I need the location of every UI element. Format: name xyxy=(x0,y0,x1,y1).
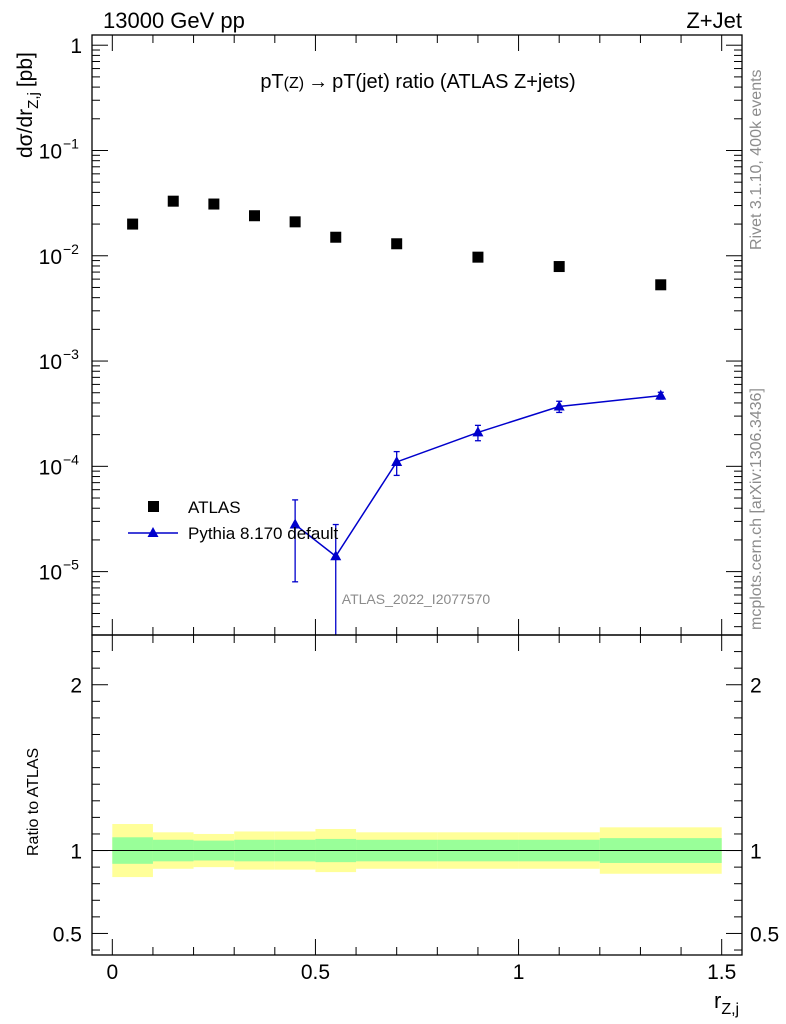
y-tick-exponent: −4 xyxy=(63,451,79,467)
atlas-point xyxy=(289,216,301,228)
atlas-point xyxy=(655,279,667,291)
x-axis-label: rZ,j xyxy=(714,988,739,1018)
y-tick-label: 10 xyxy=(39,456,62,479)
rivet-label: Rivet 3.1.10, 400k events xyxy=(748,69,765,250)
y-tick-exponent: −5 xyxy=(63,557,79,573)
ratio-y-tick-label-right: 0.5 xyxy=(750,923,779,946)
legend: ATLAS Pythia 8.170 default xyxy=(128,498,339,543)
ratio-y-tick-label: 0.5 xyxy=(53,923,82,946)
ratio-y-tick-label: 1 xyxy=(70,841,82,864)
main-ylabel: dσ/drZ,j[pb] xyxy=(14,52,42,158)
atlas-point xyxy=(167,195,179,207)
legend-pythia-marker xyxy=(147,527,159,537)
y-tick-label: 10 xyxy=(39,140,62,163)
legend-atlas-label: ATLAS xyxy=(188,498,241,517)
atlas-point xyxy=(330,231,342,243)
ratio-y-tick-label-right: 2 xyxy=(750,675,762,698)
pythia-line xyxy=(294,394,661,558)
mcplots-label: mcplots.cern.ch [arXiv:1306.3436] xyxy=(748,388,765,630)
y-tick-label: 1 xyxy=(70,35,82,58)
x-tick-label: 0.5 xyxy=(301,961,330,984)
atlas-point xyxy=(208,198,220,210)
x-tick-label: 1.5 xyxy=(707,961,736,984)
ratio-y-tick-label: 2 xyxy=(70,675,82,698)
pythia-point xyxy=(655,389,667,400)
y-tick-exponent: −3 xyxy=(63,346,79,362)
legend-pythia-label: Pythia 8.170 default xyxy=(188,524,339,543)
x-tick-label: 0 xyxy=(106,961,118,984)
atlas-point xyxy=(249,210,260,222)
analysis-watermark: ATLAS_2022_I2077570 xyxy=(342,591,491,607)
atlas-point xyxy=(472,251,484,263)
pythia-point xyxy=(553,400,565,411)
y-tick-label: 10 xyxy=(39,246,62,269)
atlas-point xyxy=(553,261,565,273)
pythia-point xyxy=(472,426,484,437)
ratio-ylabel: Ratio to ATLAS xyxy=(25,748,42,856)
y-tick-label: 10 xyxy=(39,351,62,374)
x-tick-label: 1 xyxy=(513,961,525,984)
ratio-bands xyxy=(92,824,742,878)
pythia-point xyxy=(391,455,403,466)
header-left: 13000 GeV pp xyxy=(103,8,245,33)
y-tick-exponent: −2 xyxy=(63,241,79,257)
header-right: Z+Jet xyxy=(686,8,742,33)
main-title: pT(Z) → pT(jet) ratio (ATLAS Z+jets) xyxy=(260,71,575,93)
pythia-point xyxy=(330,550,342,561)
atlas-point xyxy=(391,238,403,250)
ratio-y-tick-label-right: 1 xyxy=(750,841,762,864)
legend-atlas-marker xyxy=(148,501,159,512)
atlas-point xyxy=(127,218,139,230)
ratio-frame xyxy=(91,634,743,956)
main-points xyxy=(127,195,667,635)
y-tick-exponent: −1 xyxy=(63,135,79,151)
pythia-point xyxy=(289,518,301,529)
main-frame xyxy=(91,34,743,636)
y-tick-label: 10 xyxy=(39,562,62,585)
